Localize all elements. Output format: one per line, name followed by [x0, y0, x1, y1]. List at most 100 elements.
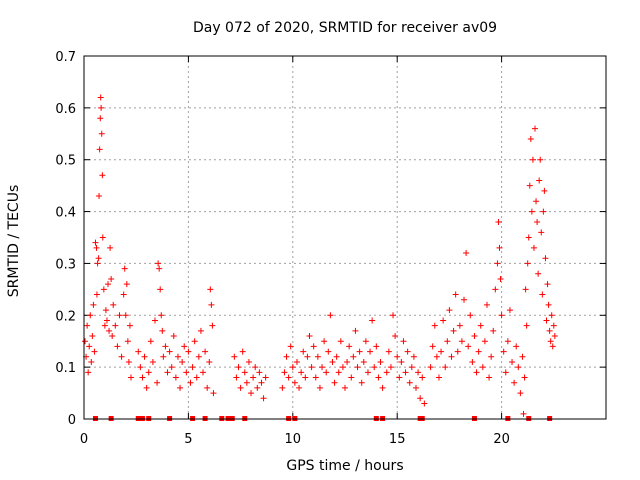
data-point — [490, 327, 497, 334]
data-point — [126, 322, 133, 329]
data-point — [100, 286, 107, 293]
data-point — [530, 244, 537, 251]
data-point — [207, 286, 214, 293]
data-point — [103, 317, 110, 324]
data-point — [520, 410, 527, 417]
data-point — [116, 312, 123, 319]
y-tick-label: 0.5 — [55, 154, 76, 169]
data-point — [454, 348, 461, 355]
data-point — [110, 301, 117, 308]
data-point — [385, 348, 392, 355]
y-axis-label: SRMTID / TECUs — [6, 185, 22, 298]
data-point — [168, 364, 175, 371]
data-point — [89, 333, 96, 340]
data-point — [92, 239, 99, 246]
data-point — [281, 369, 288, 376]
data-point — [390, 312, 397, 319]
data-point — [187, 379, 194, 386]
data-point — [387, 364, 394, 371]
data-point — [185, 348, 192, 355]
y-tick-label: 0.3 — [55, 257, 76, 272]
data-point — [541, 187, 548, 194]
data-point — [547, 338, 554, 345]
data-point — [536, 177, 543, 184]
data-point — [452, 291, 459, 298]
data-point — [535, 270, 542, 277]
data-point — [243, 379, 250, 386]
data-point — [209, 322, 216, 329]
data-point — [298, 369, 305, 376]
data-point — [260, 395, 267, 402]
data-point — [517, 390, 524, 397]
data-point — [101, 322, 108, 329]
data-point — [427, 364, 434, 371]
x-axis-label: GPS time / hours — [286, 458, 403, 474]
data-points — [82, 94, 558, 417]
data-point — [124, 338, 131, 345]
data-point — [156, 265, 163, 272]
data-point — [513, 343, 520, 350]
data-point — [527, 135, 534, 142]
data-point — [155, 260, 162, 267]
data-point — [159, 327, 166, 334]
data-point — [502, 369, 509, 376]
data-point — [367, 348, 374, 355]
data-point — [344, 358, 351, 365]
data-point — [327, 312, 334, 319]
data-point — [526, 182, 533, 189]
data-point — [335, 369, 342, 376]
data-point — [473, 369, 480, 376]
data-point — [488, 353, 495, 360]
data-point — [302, 374, 309, 381]
data-point — [123, 281, 130, 288]
data-point — [235, 364, 242, 371]
data-point — [245, 358, 252, 365]
data-point — [164, 369, 171, 376]
data-point — [400, 338, 407, 345]
data-point — [323, 369, 330, 376]
data-point — [412, 384, 419, 391]
data-point — [139, 374, 146, 381]
data-point — [166, 348, 173, 355]
data-point — [91, 348, 98, 355]
data-point — [310, 343, 317, 350]
data-point — [540, 208, 547, 215]
data-point — [231, 353, 238, 360]
data-point — [551, 333, 558, 340]
data-point — [174, 353, 181, 360]
data-point — [331, 379, 338, 386]
data-point — [506, 307, 513, 314]
data-point — [210, 390, 217, 397]
data-point — [504, 338, 511, 345]
data-point — [371, 364, 378, 371]
data-point — [252, 364, 259, 371]
data-point — [312, 374, 319, 381]
data-point — [296, 384, 303, 391]
data-point — [135, 348, 142, 355]
data-point — [543, 317, 550, 324]
data-point — [377, 358, 384, 365]
data-point — [415, 369, 422, 376]
data-point — [93, 291, 100, 298]
data-point — [306, 333, 313, 340]
data-point — [450, 327, 457, 334]
data-point — [121, 265, 128, 272]
data-point — [95, 255, 102, 262]
data-point — [300, 348, 307, 355]
data-point — [528, 208, 535, 215]
data-point — [537, 156, 544, 163]
data-point — [319, 364, 326, 371]
data-point — [550, 322, 557, 329]
data-point — [392, 333, 399, 340]
x-tick-label: 0 — [80, 432, 88, 447]
x-tick-label: 10 — [285, 432, 302, 447]
data-point — [333, 353, 340, 360]
data-point — [283, 353, 290, 360]
data-point — [337, 338, 344, 345]
data-point — [88, 358, 95, 365]
data-point — [122, 312, 129, 319]
y-tick-label: 0 — [68, 413, 76, 428]
data-point — [549, 343, 556, 350]
data-point — [287, 343, 294, 350]
